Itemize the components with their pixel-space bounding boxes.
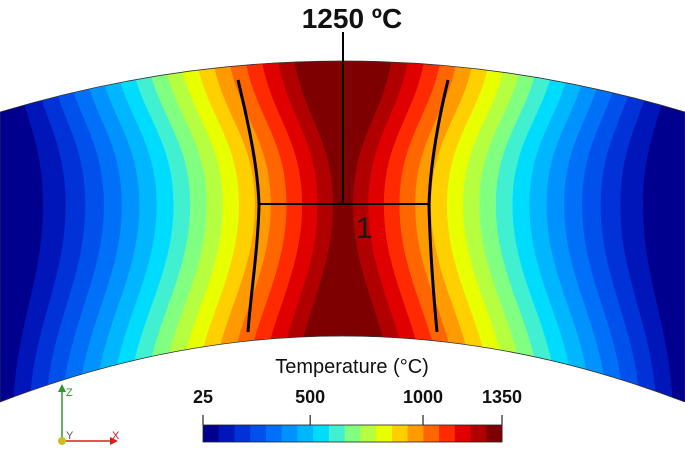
colorbar-swatch [344,425,361,442]
colorbar-swatch [250,425,267,442]
colorbar-swatch [281,425,298,442]
colorbar-tick-label: 1000 [403,387,443,407]
colorbar-title: Temperature (°C) [275,356,429,378]
plate-outline [0,60,685,403]
contour-band [291,61,395,402]
colorbar-ticks: 25 500 1000 1350 [193,387,522,425]
colorbar-swatch [486,425,503,442]
colorbar-swatch [423,425,440,442]
triad-x-label: X [112,430,120,442]
colorbar-frame [202,424,503,443]
colorbar-swatch [313,425,330,442]
isotherm-annotation: 1250 ºC [302,3,403,34]
measurement-line-label: 1 [356,212,373,245]
colorbar-swatch [407,425,424,442]
colorbar-tick-label: 1350 [482,387,522,407]
colorbar-swatch [297,425,314,442]
colorbar-swatch [376,425,393,442]
colorbar-swatch [454,425,472,442]
colorbar-tick-label: 25 [193,387,213,407]
colorbar-swatch [328,425,346,442]
colorbar-swatch [234,425,251,442]
colorbar-swatch [439,425,456,442]
colorbar-swatch [391,425,409,442]
triad-z-label: Z [66,387,73,399]
colorbar-swatch [360,425,377,442]
colorbar-swatch [203,425,220,442]
colorbar-swatch [470,425,487,442]
triad-z-arrowhead [58,384,66,392]
triad-x-arrowhead [110,437,118,445]
peak-region-bottom [320,232,366,340]
colorbar: Temperature (°C) 25 500 1000 1350 [193,356,522,443]
colorbar-tick-label: 500 [295,387,325,407]
colorbar-swatch [218,425,235,442]
colorbar-swatch [265,425,283,442]
triad-y-label: Y [66,430,74,442]
colorbar-swatches [203,425,503,442]
contour-bands [13,61,673,402]
axis-triad: Z Y X [58,384,120,445]
triad-origin [58,437,66,445]
